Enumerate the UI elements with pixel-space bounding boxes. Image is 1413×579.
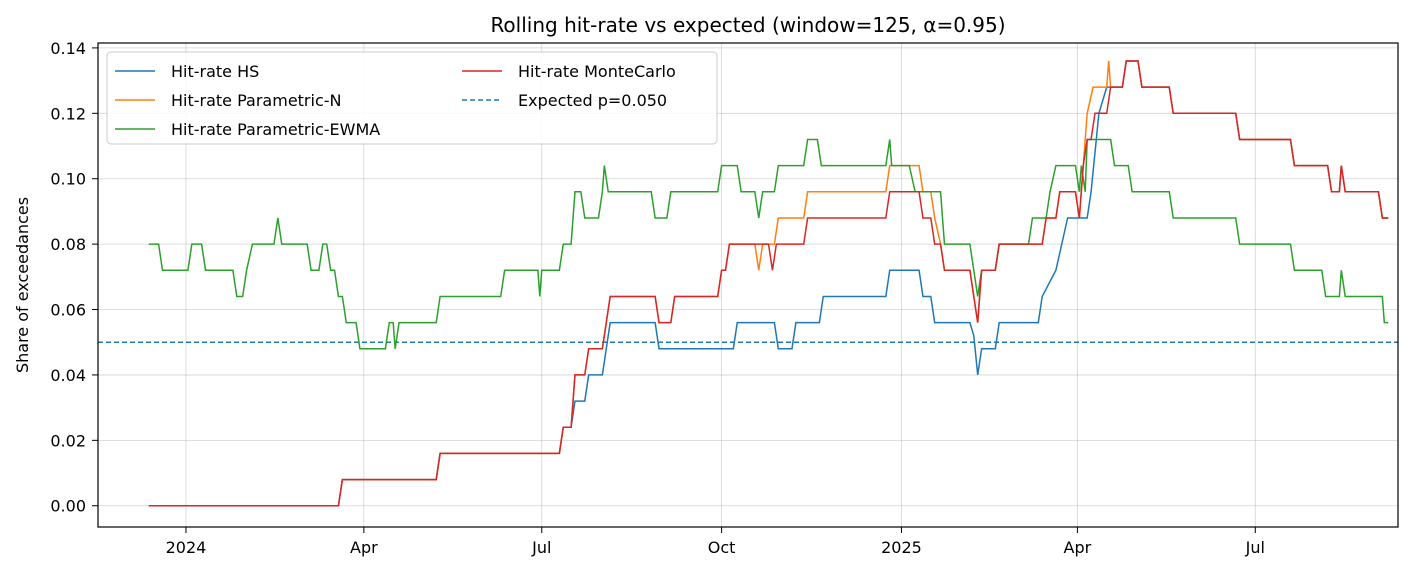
chart-title: Rolling hit-rate vs expected (window=125… — [490, 13, 1005, 37]
legend: Hit-rate HS Hit-rate Parametric-N Hit-rate… — [106, 51, 718, 145]
y-axis-label: Share of exceedances — [13, 197, 32, 373]
x-tick-label: Apr — [350, 538, 378, 557]
y-tick-label: 0.12 — [50, 104, 86, 123]
legend-label: Hit-rate Parametric-N — [171, 91, 342, 110]
x-axis: 2024 Apr Jul Oct 2025 Apr Jul — [166, 527, 1265, 557]
y-tick-label: 0.10 — [50, 170, 86, 189]
y-axis: 0.00 0.02 0.04 0.06 0.08 0.10 0.12 0.14 — [50, 39, 98, 516]
x-tick-label: 2024 — [166, 538, 207, 557]
series-lines — [148, 60, 1389, 507]
legend-label: Expected p=0.050 — [518, 91, 667, 110]
legend-box — [106, 51, 718, 145]
series-line-hit-rate-montecarlo — [148, 60, 1389, 507]
x-tick-label: Jul — [1245, 538, 1265, 557]
x-tick-label: Apr — [1064, 538, 1092, 557]
x-tick-label: 2025 — [881, 538, 922, 557]
y-tick-label: 0.02 — [50, 431, 86, 450]
legend-label: Hit-rate HS — [171, 62, 259, 81]
y-tick-label: 0.08 — [50, 235, 86, 254]
legend-label: Hit-rate Parametric-EWMA — [171, 120, 380, 139]
series-line-hit-rate-parametric-ewma — [148, 138, 1389, 350]
y-tick-label: 0.00 — [50, 497, 86, 516]
x-tick-label: Jul — [531, 538, 551, 557]
y-tick-label: 0.04 — [50, 366, 86, 385]
y-tick-label: 0.14 — [50, 39, 86, 58]
y-tick-label: 0.06 — [50, 301, 86, 320]
x-tick-label: Oct — [708, 538, 736, 557]
plot-frame — [97, 42, 1399, 528]
legend-label: Hit-rate MonteCarlo — [518, 62, 676, 81]
